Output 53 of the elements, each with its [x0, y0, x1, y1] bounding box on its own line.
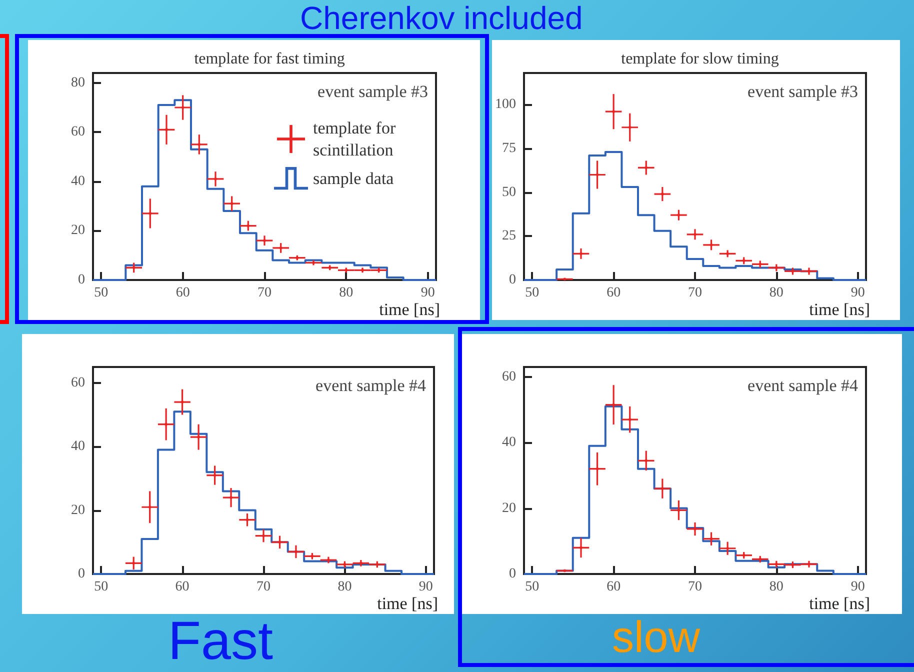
y-tick-label: 20: [71, 223, 85, 238]
x-tick-label: 60: [606, 286, 621, 300]
y-tick-label: 60: [71, 124, 85, 140]
x-axis-title: time [ns]: [379, 300, 440, 319]
x-tick-label: 90: [850, 286, 865, 300]
y-tick-label: 0: [78, 566, 85, 582]
y-tick-label: 20: [502, 500, 516, 516]
text: event sample #4: [748, 376, 858, 395]
x-tick-label: 70: [688, 580, 702, 594]
y-tick-label: 40: [71, 174, 85, 189]
text: event sample #3: [318, 82, 428, 101]
x-tick-label: 70: [688, 286, 702, 300]
x-tick-label: 80: [339, 286, 354, 300]
y-tick-label: 80: [71, 75, 85, 90]
y-tick-label: 20: [71, 502, 85, 518]
x-axis-title: time [ns]: [809, 300, 870, 319]
x-tick-label: 50: [525, 286, 540, 300]
x-tick-label: 60: [606, 580, 621, 594]
legend-label: template for scintillation: [313, 118, 400, 160]
y-tick-label: 40: [502, 435, 516, 450]
x-tick-label: 90: [418, 580, 433, 594]
y-tick-label: 100: [495, 97, 516, 112]
x-tick-label: 60: [176, 286, 190, 300]
text: Fast: [168, 611, 274, 671]
chart-title: template for slow timing: [621, 50, 779, 68]
x-tick-label: 70: [258, 286, 272, 300]
legend-label: sample data: [313, 168, 394, 188]
x-tick-label: 90: [850, 580, 865, 594]
x-tick-label: 80: [338, 580, 352, 594]
x-tick-label: 80: [769, 286, 784, 300]
x-axis-title: time [ns]: [809, 594, 870, 613]
text: Cherenkov included: [300, 0, 583, 36]
y-tick-label: 25: [502, 228, 516, 244]
x-tick-label: 70: [256, 580, 270, 594]
text: event sample #3: [748, 82, 858, 101]
x-tick-label: 50: [94, 580, 108, 594]
x-tick-label: 90: [420, 286, 435, 300]
text: event sample #4: [316, 376, 426, 395]
text: slow: [612, 613, 700, 662]
y-tick-label: 60: [502, 369, 516, 384]
y-tick-label: 50: [502, 184, 516, 200]
y-tick-label: 0: [509, 272, 516, 288]
x-tick-label: 50: [94, 286, 108, 300]
x-tick-label: 50: [525, 580, 540, 594]
y-tick-label: 60: [71, 375, 85, 390]
y-tick-label: 75: [502, 140, 516, 156]
y-tick-label: 40: [71, 439, 85, 454]
chart-title: template for fast timing: [194, 50, 345, 68]
x-tick-label: 80: [769, 580, 784, 594]
x-axis-title: time [ns]: [377, 594, 438, 613]
y-tick-label: 0: [509, 566, 516, 582]
x-tick-label: 60: [175, 580, 190, 594]
y-tick-label: 0: [78, 272, 85, 288]
